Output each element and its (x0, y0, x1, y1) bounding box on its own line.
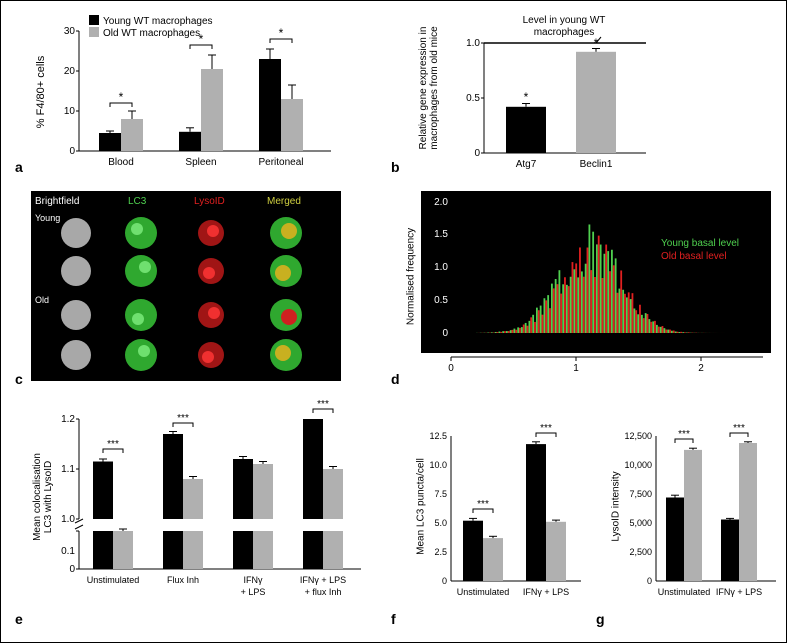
svg-text:Peritoneal: Peritoneal (258, 157, 303, 168)
svg-text:IFNγ + LPS: IFNγ + LPS (300, 575, 346, 585)
svg-text:***: *** (540, 423, 552, 434)
svg-text:+ flux Inh: + flux Inh (305, 587, 342, 597)
svg-text:*: * (119, 90, 124, 104)
panel-f-label: f (391, 611, 396, 627)
svg-text:10: 10 (64, 106, 76, 117)
panel-d-label: d (391, 371, 400, 387)
svg-text:0.5: 0.5 (434, 295, 448, 306)
svg-text:Spleen: Spleen (185, 157, 216, 168)
svg-text:*: * (524, 90, 529, 104)
svg-text:2.0: 2.0 (434, 197, 448, 208)
svg-text:10,000: 10,000 (624, 460, 652, 470)
svg-text:1.2: 1.2 (61, 414, 75, 425)
svg-text:1.0: 1.0 (61, 514, 75, 525)
svg-text:*: * (279, 26, 284, 40)
xa1: Blood (108, 157, 134, 168)
svg-text:***: *** (317, 399, 329, 410)
panel-b-chart: 0 0.5 1.0 * * Atg7 Beclin1 Level in youn… (446, 13, 676, 178)
svg-text:Beclin1: Beclin1 (580, 159, 613, 170)
svg-text:+ LPS: + LPS (241, 587, 266, 597)
svg-text:1.0: 1.0 (466, 38, 480, 49)
panel-d-ylabel: Normalised frequency (406, 207, 417, 347)
svg-text:***: *** (678, 429, 690, 440)
svg-text:0: 0 (474, 148, 480, 159)
panel-g-chart: 0 2,500 5,000 7,500 10,000 12,500 *** **… (606, 421, 781, 626)
svg-text:macrophages: macrophages (534, 27, 595, 38)
svg-text:Level in young WT: Level in young WT (523, 15, 606, 26)
svg-text:2.5: 2.5 (434, 547, 447, 557)
svg-text:12,500: 12,500 (624, 431, 652, 441)
svg-text:1.0: 1.0 (434, 262, 448, 273)
svg-text:Old WT macrophages: Old WT macrophages (103, 28, 200, 39)
svg-text:0.1: 0.1 (61, 546, 75, 557)
panel-g-label: g (596, 611, 605, 627)
svg-text:***: *** (177, 413, 189, 424)
panel-f-ylabel: Mean LC3 puncta/cell (416, 437, 427, 577)
svg-text:20: 20 (64, 66, 76, 77)
svg-text:IFNγ + LPS: IFNγ + LPS (716, 587, 762, 597)
svg-text:***: *** (733, 423, 745, 434)
svg-text:0: 0 (448, 363, 454, 374)
svg-text:12.5: 12.5 (429, 431, 447, 441)
svg-text:***: *** (477, 499, 489, 510)
svg-text:1: 1 (573, 363, 579, 374)
svg-text:IFNγ: IFNγ (244, 575, 263, 585)
panel-a-label: a (15, 159, 23, 175)
svg-text:0: 0 (647, 576, 652, 586)
svg-text:0: 0 (69, 564, 75, 575)
svg-text:Unstimulated: Unstimulated (658, 587, 711, 597)
svg-text:2,500: 2,500 (629, 547, 652, 557)
figure-container: a 0 10 20 30 * (0, 0, 787, 643)
panel-e-label: e (15, 611, 23, 627)
svg-text:Atg7: Atg7 (516, 159, 537, 170)
svg-text:7,500: 7,500 (629, 489, 652, 499)
svg-text:IFNγ + LPS: IFNγ + LPS (523, 587, 569, 597)
panel-e-ylabel: Mean colocalisationLC3 with LysoID (32, 427, 54, 567)
svg-text:0: 0 (442, 576, 447, 586)
svg-text:5,000: 5,000 (629, 518, 652, 528)
svg-text:0.5: 0.5 (466, 93, 480, 104)
svg-text:Flux Inh: Flux Inh (167, 575, 199, 585)
panel-e-chart: 1.2 1.1 1.0 0.1 0 *** (31, 399, 371, 629)
svg-text:Old basal level: Old basal level (661, 251, 727, 262)
svg-text:1.5: 1.5 (434, 229, 448, 240)
panel-a-chart: 0 10 20 30 * * * (31, 11, 351, 176)
svg-text:Young basal level: Young basal level (661, 238, 739, 249)
svg-text:Unstimulated: Unstimulated (457, 587, 510, 597)
svg-text:10.0: 10.0 (429, 460, 447, 470)
panel-a-ylabel: % F4/80+ cells (35, 32, 47, 152)
svg-text:30: 30 (64, 26, 76, 37)
svg-text:7.5: 7.5 (434, 489, 447, 499)
svg-text:0: 0 (442, 328, 448, 339)
svg-text:1.1: 1.1 (61, 464, 75, 475)
panel-b-ylabel: Relative gene expression inmacrophages f… (418, 8, 440, 168)
panel-f-chart: 0 2.5 5.0 7.5 10.0 12.5 *** *** Unstimul… (406, 421, 591, 626)
svg-text:Unstimulated: Unstimulated (87, 575, 140, 585)
panel-d-hist: 0 0.5 1.0 1.5 2.0 Young basal level Old … (421, 191, 771, 353)
panel-b-label: b (391, 159, 400, 175)
panel-c-microscopy: Brightfield LC3 LysoID Merged Young Old (31, 191, 341, 381)
svg-text:2: 2 (698, 363, 704, 374)
svg-text:5.0: 5.0 (434, 518, 447, 528)
panel-g-ylabel: LysoID intensity (611, 447, 622, 567)
svg-text:0: 0 (69, 146, 75, 157)
svg-text:***: *** (107, 439, 119, 450)
panel-c-label: c (15, 371, 23, 387)
svg-text:Young WT macrophages: Young WT macrophages (103, 16, 213, 27)
panel-d-xaxis: 0 1 2 (421, 353, 771, 383)
